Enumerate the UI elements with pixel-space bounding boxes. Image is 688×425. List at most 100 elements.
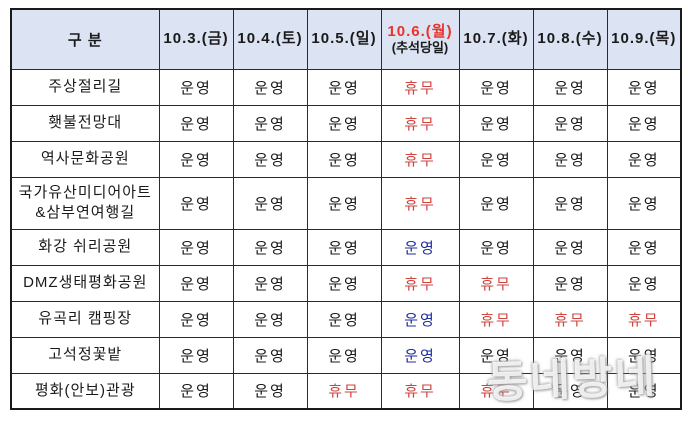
table-row: 역사문화공원 운영 운영 운영 휴무 운영 운영 운영 xyxy=(10,140,682,178)
status-cell: 운영 xyxy=(158,176,234,230)
date-sublabel: (추석당일) xyxy=(391,39,449,55)
status-cell: 운영 xyxy=(306,104,382,142)
status-cell: 휴무 xyxy=(380,140,460,178)
date-label: 10.5.(일) xyxy=(311,30,377,48)
table-row: 횃불전망대 운영 운영 운영 휴무 운영 운영 운영 xyxy=(10,104,682,142)
table-row: 유곡리 캠핑장 운영 운영 운영 운영 휴무 휴무 휴무 xyxy=(10,300,682,338)
date-header: 10.4.(토) xyxy=(232,8,308,70)
status-cell: 휴무 xyxy=(380,372,460,410)
status-cell: 운영 xyxy=(158,104,234,142)
status-cell: 운영 xyxy=(532,372,608,410)
facility-name: 국가유산미디어아트 &삼부연여행길 xyxy=(10,176,160,230)
date-header: 10.5.(일) xyxy=(306,8,382,70)
status-cell: 운영 xyxy=(458,228,534,266)
date-header: 10.8.(수) xyxy=(532,8,608,70)
schedule-body: 주상절리길 운영 운영 운영 휴무 운영 운영 운영 횃불전망대 운영 운영 운영 휴무 운영 운영 운영 역사… xyxy=(10,68,682,410)
facility-name: DMZ생태평화공원 xyxy=(10,264,160,302)
status-cell: 휴무 xyxy=(458,264,534,302)
status-cell: 운영 xyxy=(606,68,682,106)
status-cell: 휴무 xyxy=(380,104,460,142)
status-cell: 운영 xyxy=(306,140,382,178)
status-cell: 운영 xyxy=(380,228,460,266)
status-cell: 운영 xyxy=(232,264,308,302)
status-cell: 운영 xyxy=(532,264,608,302)
status-cell: 운영 xyxy=(306,300,382,338)
status-cell: 운영 xyxy=(380,336,460,374)
status-cell: 운영 xyxy=(606,176,682,230)
status-cell: 운영 xyxy=(232,336,308,374)
date-label: 10.3.(금) xyxy=(163,30,229,48)
status-cell: 운영 xyxy=(306,228,382,266)
status-cell: 운영 xyxy=(158,300,234,338)
date-label: 10.8.(수) xyxy=(537,30,603,48)
status-cell: 휴무 xyxy=(458,372,534,410)
table-row: 평화(안보)관광 운영 운영 휴무 휴무 휴무 운영 운영 xyxy=(10,372,682,410)
facility-name: 횃불전망대 xyxy=(10,104,160,142)
facility-name: 평화(안보)관광 xyxy=(10,372,160,410)
date-header: 10.3.(금) xyxy=(158,8,234,70)
status-cell: 휴무 xyxy=(380,68,460,106)
facility-name: 역사문화공원 xyxy=(10,140,160,178)
facility-name: 유곡리 캠핑장 xyxy=(10,300,160,338)
status-cell: 운영 xyxy=(532,140,608,178)
status-cell: 운영 xyxy=(232,104,308,142)
status-cell: 운영 xyxy=(458,140,534,178)
status-cell: 운영 xyxy=(306,336,382,374)
date-header: 10.7.(화) xyxy=(458,8,534,70)
status-cell: 운영 xyxy=(606,228,682,266)
status-cell: 운영 xyxy=(232,228,308,266)
status-cell: 운영 xyxy=(306,264,382,302)
status-cell: 운영 xyxy=(532,68,608,106)
header-row: 구 분 10.3.(금) 10.4.(토) 10.5.(일) 10.6.(월) (추석당… xyxy=(10,8,682,70)
status-cell: 운영 xyxy=(158,372,234,410)
status-cell: 운영 xyxy=(458,336,534,374)
table-row: 주상절리길 운영 운영 운영 휴무 운영 운영 운영 xyxy=(10,68,682,106)
status-cell: 운영 xyxy=(606,140,682,178)
facility-name: 주상절리길 xyxy=(10,68,160,106)
status-cell: 운영 xyxy=(532,336,608,374)
status-cell: 운영 xyxy=(380,300,460,338)
status-cell: 운영 xyxy=(458,68,534,106)
facility-name: 화강 쉬리공원 xyxy=(10,228,160,266)
status-cell: 운영 xyxy=(532,104,608,142)
status-cell: 운영 xyxy=(232,372,308,410)
table-row: 고석정꽃밭 운영 운영 운영 운영 운영 운영 운영 xyxy=(10,336,682,374)
category-header: 구 분 xyxy=(10,8,160,70)
status-cell: 운영 xyxy=(306,68,382,106)
status-cell: 휴무 xyxy=(306,372,382,410)
status-cell: 운영 xyxy=(158,264,234,302)
date-label: 10.9.(목) xyxy=(611,30,677,48)
status-cell: 운영 xyxy=(232,68,308,106)
status-cell: 운영 xyxy=(606,372,682,410)
status-cell: 운영 xyxy=(158,336,234,374)
status-cell: 운영 xyxy=(606,336,682,374)
date-header: 10.9.(목) xyxy=(606,8,682,70)
status-cell: 운영 xyxy=(232,140,308,178)
table-row: 국가유산미디어아트 &삼부연여행길 운영 운영 운영 휴무 운영 운영 운영 xyxy=(10,176,682,230)
status-cell: 운영 xyxy=(458,104,534,142)
table-row: 화강 쉬리공원 운영 운영 운영 운영 운영 운영 운영 xyxy=(10,228,682,266)
status-cell: 휴무 xyxy=(458,300,534,338)
status-cell: 운영 xyxy=(532,228,608,266)
status-cell: 휴무 xyxy=(380,176,460,230)
status-cell: 휴무 xyxy=(380,264,460,302)
date-header: 10.6.(월) (추석당일) xyxy=(380,8,460,70)
status-cell: 운영 xyxy=(158,68,234,106)
table-row: DMZ생태평화공원 운영 운영 운영 휴무 휴무 운영 운영 xyxy=(10,264,682,302)
date-label: 10.4.(토) xyxy=(237,30,303,48)
status-cell: 운영 xyxy=(232,176,308,230)
date-label: 10.6.(월) xyxy=(387,22,453,40)
status-cell: 운영 xyxy=(158,228,234,266)
status-cell: 운영 xyxy=(606,104,682,142)
status-cell: 휴무 xyxy=(606,300,682,338)
operating-schedule-table: 구 분 10.3.(금) 10.4.(토) 10.5.(일) 10.6.(월) (추석당… xyxy=(10,8,682,410)
status-cell: 운영 xyxy=(458,176,534,230)
status-cell: 운영 xyxy=(306,176,382,230)
status-cell: 운영 xyxy=(532,176,608,230)
date-label: 10.7.(화) xyxy=(463,30,529,48)
facility-name: 고석정꽃밭 xyxy=(10,336,160,374)
status-cell: 운영 xyxy=(606,264,682,302)
status-cell: 휴무 xyxy=(532,300,608,338)
status-cell: 운영 xyxy=(158,140,234,178)
status-cell: 운영 xyxy=(232,300,308,338)
